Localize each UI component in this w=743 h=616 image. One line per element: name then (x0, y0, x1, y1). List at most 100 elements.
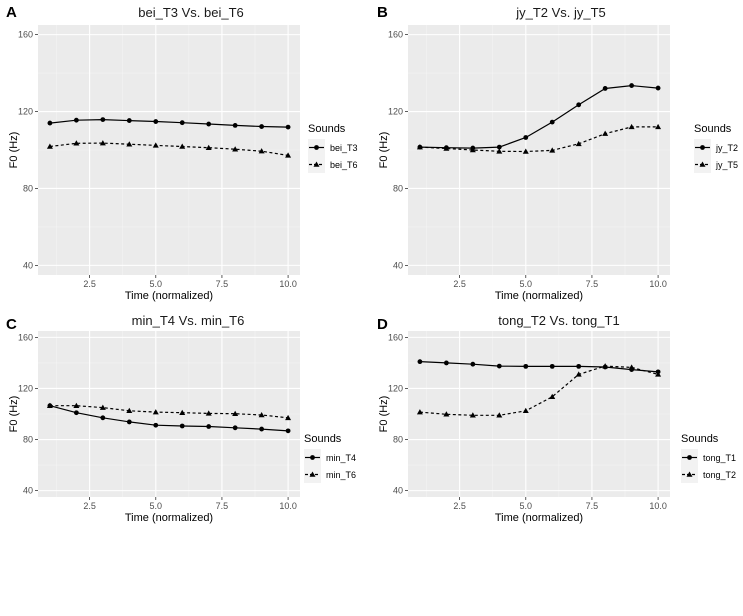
data-point-triangle (549, 147, 556, 153)
chart-title: jy_T2 Vs. jy_T5 (515, 5, 606, 20)
legend-key-circle (314, 145, 319, 150)
data-point-triangle (232, 146, 239, 152)
data-point-triangle (549, 393, 556, 400)
data-point-triangle (46, 143, 53, 149)
data-point-circle (523, 363, 529, 369)
x-tick-label: 2.5 (453, 501, 466, 511)
data-point-triangle (655, 123, 662, 130)
series-line (49, 142, 289, 156)
data-point-circle (285, 428, 291, 434)
y-tick-label: 120 (18, 107, 33, 117)
data-point-triangle (285, 414, 292, 421)
legend-title: Sounds (681, 433, 719, 445)
data-point-triangle (126, 141, 133, 147)
y-axis-label: F0 (Hz) (378, 396, 390, 433)
series-line (419, 365, 659, 416)
data-point-circle (523, 135, 529, 140)
series-bei-t6 (46, 140, 292, 158)
data-point-triangle (522, 407, 529, 414)
data-point-circle (153, 119, 159, 124)
legend: Sounds jy_T2 jy_T5 (694, 123, 738, 173)
x-tick-label: 5.0 (520, 279, 533, 289)
legend-key-circle (700, 145, 705, 150)
series-bei-t3 (47, 117, 291, 130)
y-tick-label: 160 (388, 332, 403, 342)
data-point-triangle (602, 130, 609, 136)
data-point-triangle (496, 148, 503, 154)
data-point-circle (496, 144, 502, 150)
legend-entry-label: bei_T6 (330, 160, 358, 170)
y-axis-label: F0 (Hz) (378, 132, 390, 169)
legend-entry-label: tong_T2 (703, 470, 736, 480)
chart-title: tong_T2 Vs. tong_T1 (498, 313, 619, 328)
data-point-circle (73, 117, 79, 123)
legend-key-triangle (699, 161, 706, 167)
series-line (49, 118, 289, 128)
data-point-triangle (46, 402, 53, 408)
chart-title: min_T4 Vs. min_T6 (132, 313, 245, 328)
data-point-triangle (602, 363, 609, 369)
data-point-triangle (496, 412, 503, 418)
data-point-triangle (469, 147, 476, 153)
data-point-triangle (522, 148, 529, 154)
data-point-triangle (205, 410, 212, 416)
data-point-triangle (73, 140, 80, 146)
x-tick-label: 7.5 (586, 501, 599, 511)
y-tick-label: 160 (388, 30, 403, 40)
data-point-triangle (232, 410, 239, 416)
data-point-circle (126, 118, 132, 123)
data-point-circle (549, 363, 555, 369)
legend-title: Sounds (308, 123, 346, 135)
data-point-triangle (126, 407, 133, 414)
data-point-triangle (628, 123, 635, 130)
series-min-t6 (46, 402, 292, 421)
legend-entry-label: jy_T2 (715, 143, 738, 153)
y-tick-label: 80 (23, 183, 33, 193)
series-min-t4 (47, 403, 291, 434)
data-point-circle (126, 419, 132, 425)
legend-entry-label: tong_T1 (703, 453, 736, 463)
y-tick-label: 120 (388, 107, 403, 117)
series-line (419, 84, 659, 149)
x-tick-label: 2.5 (83, 279, 96, 289)
y-tick-label: 40 (393, 486, 403, 496)
data-point-circle (232, 122, 238, 128)
data-point-triangle (628, 364, 635, 370)
data-point-circle (496, 363, 502, 369)
x-axis-label: Time (normalized) (125, 290, 213, 302)
data-point-circle (179, 423, 185, 429)
legend-key-circle (310, 455, 315, 460)
x-tick-label: 5.0 (150, 279, 163, 289)
series-line (49, 405, 289, 432)
data-point-circle (179, 120, 185, 126)
data-point-triangle (416, 144, 423, 150)
x-axis-label: Time (normalized) (495, 290, 583, 302)
y-tick-label: 120 (18, 383, 33, 393)
data-point-circle (443, 360, 449, 366)
y-tick-label: 160 (18, 332, 33, 342)
data-point-circle (285, 124, 291, 130)
data-point-triangle (179, 409, 186, 415)
data-point-triangle (258, 412, 265, 418)
data-point-triangle (99, 140, 106, 146)
data-point-triangle (258, 148, 265, 154)
legend-entry-label: min_T4 (326, 453, 356, 463)
panel-label: C (6, 316, 17, 333)
legend-title: Sounds (694, 123, 732, 135)
data-point-circle (576, 102, 582, 108)
data-point-circle (232, 425, 238, 431)
legend-key-triangle (309, 471, 316, 477)
series-tong-t2 (416, 363, 662, 418)
x-tick-label: 10.0 (279, 501, 297, 511)
data-point-circle (576, 363, 582, 369)
y-axis-label: F0 (Hz) (8, 396, 20, 433)
y-tick-label: 40 (393, 260, 403, 270)
x-axis-label: Time (normalized) (125, 512, 213, 524)
data-point-circle (470, 361, 476, 367)
x-tick-label: 10.0 (649, 501, 667, 511)
series-line (419, 361, 659, 373)
y-tick-label: 80 (393, 435, 403, 445)
